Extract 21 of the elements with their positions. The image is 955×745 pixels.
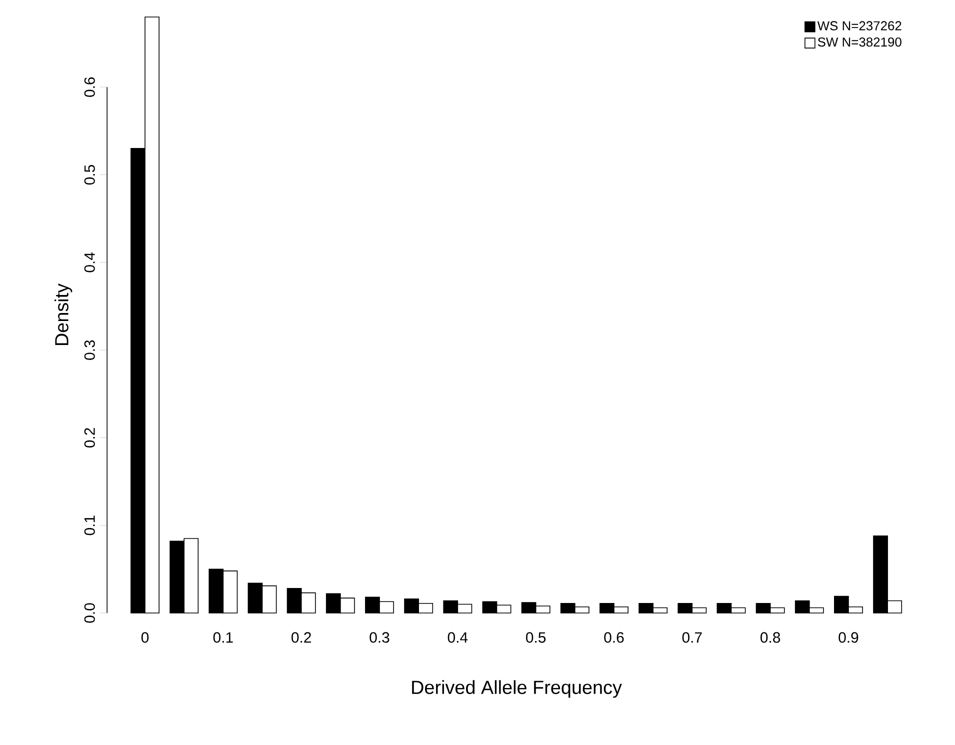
x-tick-label: 0.5 [526,632,546,643]
y-tick-label: 0.0 [84,603,95,623]
x-tick-label: 0.7 [682,632,702,643]
y-tick-label: 0.6 [84,77,95,97]
y-axis-title: Density [54,283,72,345]
y-tick-label: 0.4 [84,252,95,272]
y-tick-label: 0.3 [84,340,95,360]
x-tick-label: 0.1 [213,632,233,643]
legend-label: SW N=382190 [818,37,902,47]
y-tick-label: 0.5 [84,164,95,185]
x-tick-label: 0.9 [838,632,858,643]
x-tick-label: 0.2 [292,632,311,643]
x-tick-label: 0 [141,632,149,643]
x-tick-label: 0.8 [760,632,780,643]
legend-label: WS N=237262 [817,21,902,30]
x-tick-label: 0.3 [370,632,390,643]
y-tick-label: 0.1 [84,516,95,536]
x-axis-title: Derived Allele Frequency [412,680,622,698]
x-tick-label: 0.6 [604,632,624,643]
x-tick-label: 0.4 [448,632,468,643]
y-tick-label: 0.2 [84,428,95,448]
